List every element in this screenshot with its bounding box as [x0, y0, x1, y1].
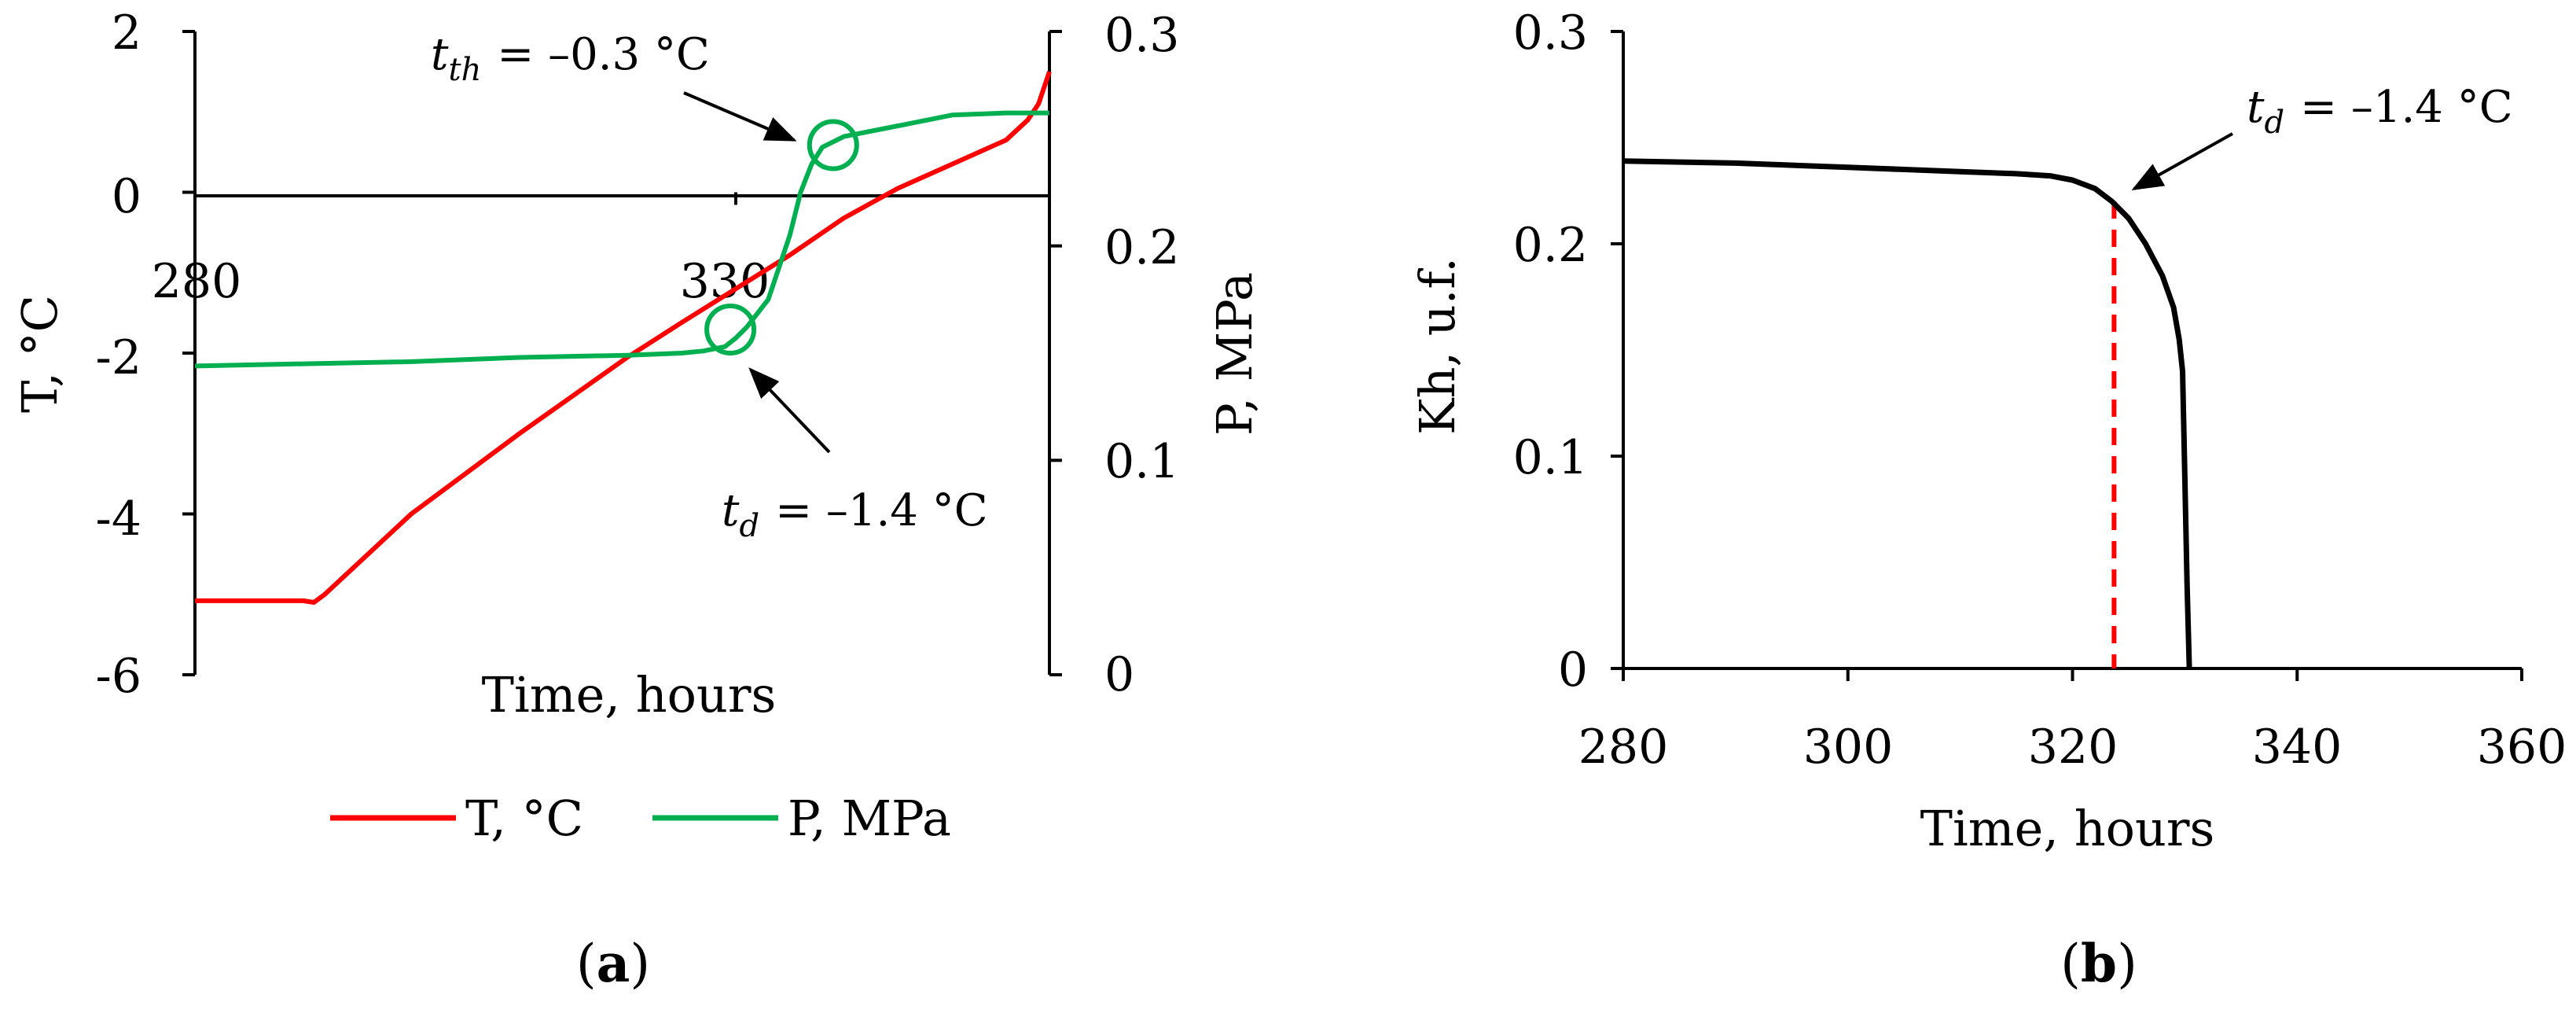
annotation-t: t: [431, 29, 449, 80]
annotation-sub: d: [2265, 105, 2285, 141]
panel-b-label: (b): [2060, 933, 2137, 994]
chart-a-tick-marks: [182, 30, 1062, 676]
chart-a-threshold-marker: [807, 119, 859, 171]
chart-b-series-kh: [1622, 158, 2192, 669]
chart-a-y2tick: 0.3: [1104, 8, 1179, 63]
chart-b-ytick: 0.1: [1513, 430, 1588, 485]
chart-a-ytick: -6: [96, 649, 141, 704]
chart-b: 0.3 0.2 0.1 0 280 300 320 340 360 Kh, u.…: [1409, 6, 2567, 994]
annotation-sub: d: [740, 508, 760, 544]
chart-a-threshold-arrow: [683, 91, 797, 142]
chart-b-xtick: 360: [2477, 720, 2567, 775]
chart-b-ytick: 0.3: [1513, 6, 1588, 61]
chart-a-y2tick: 0: [1104, 647, 1134, 702]
chart-b-x-axis-title: Time, hours: [1920, 800, 2215, 857]
chart-a-ytick: 0: [112, 169, 141, 224]
panel-b-letter: b: [2081, 933, 2117, 994]
annotation-sub: th: [449, 52, 482, 88]
chart-b-ytick: 0.2: [1513, 218, 1588, 273]
panel-a-letter: a: [597, 933, 630, 994]
chart-a-y2-axis-title: P, MPa: [1206, 272, 1263, 436]
chart-b-xtick: 280: [1578, 720, 1669, 775]
annotation-value: = –0.3 °C: [497, 29, 709, 80]
legend-label-pressure: P, MPa: [788, 790, 951, 847]
chart-b-xtick: 340: [2252, 720, 2343, 775]
chart-a-series-pressure: [194, 110, 1049, 369]
chart-b-ytick: 0: [1558, 643, 1588, 698]
chart-a-dissociation-marker: [704, 304, 757, 356]
chart-b-td-arrow: [2131, 132, 2233, 190]
annotation-t: t: [2247, 82, 2265, 133]
chart-a-xtick: 330: [680, 254, 770, 309]
chart-a-y2tick: 0.2: [1104, 220, 1179, 275]
legend-label-temperature: T, °C: [465, 790, 583, 847]
chart-a-dissociation-arrow: [748, 367, 831, 454]
chart-a-x-axis-title: Time, hours: [482, 666, 777, 724]
annotation-t: t: [722, 485, 740, 536]
chart-a-dissociation-annotation: td = –1.4 °C: [722, 485, 988, 544]
annotation-value: = –1.4 °C: [2300, 82, 2512, 133]
chart-b-td-annotation: td = –1.4 °C: [2247, 82, 2513, 141]
chart-a-y-axis-title: T, °C: [11, 295, 68, 413]
chart-a-series-temperature: [195, 71, 1052, 605]
chart-a-ytick: 2: [112, 6, 141, 61]
chart-b-xtick: 300: [1803, 720, 1894, 775]
chart-a-y2tick: 0.1: [1104, 434, 1179, 489]
chart-a-xtick: 280: [152, 254, 242, 309]
annotation-value: = –1.4 °C: [775, 485, 987, 536]
chart-b-xtick: 320: [2028, 720, 2118, 775]
chart-a-ytick: -4: [96, 492, 141, 547]
chart-b-y-axis-title: Kh, u.f.: [1409, 257, 1466, 435]
chart-a: 2 0 -2 -4 -6 0.3 0.2 0.1 0 280 330 T, °C…: [11, 6, 1263, 994]
chart-b-tick-marks: [1611, 30, 2523, 681]
chart-a-legend: T, °C P, MPa: [330, 790, 951, 847]
panel-a-label: (a): [576, 933, 650, 994]
chart-a-ytick: -2: [96, 330, 141, 385]
chart-a-threshold-annotation: tth = –0.3 °C: [431, 29, 710, 88]
